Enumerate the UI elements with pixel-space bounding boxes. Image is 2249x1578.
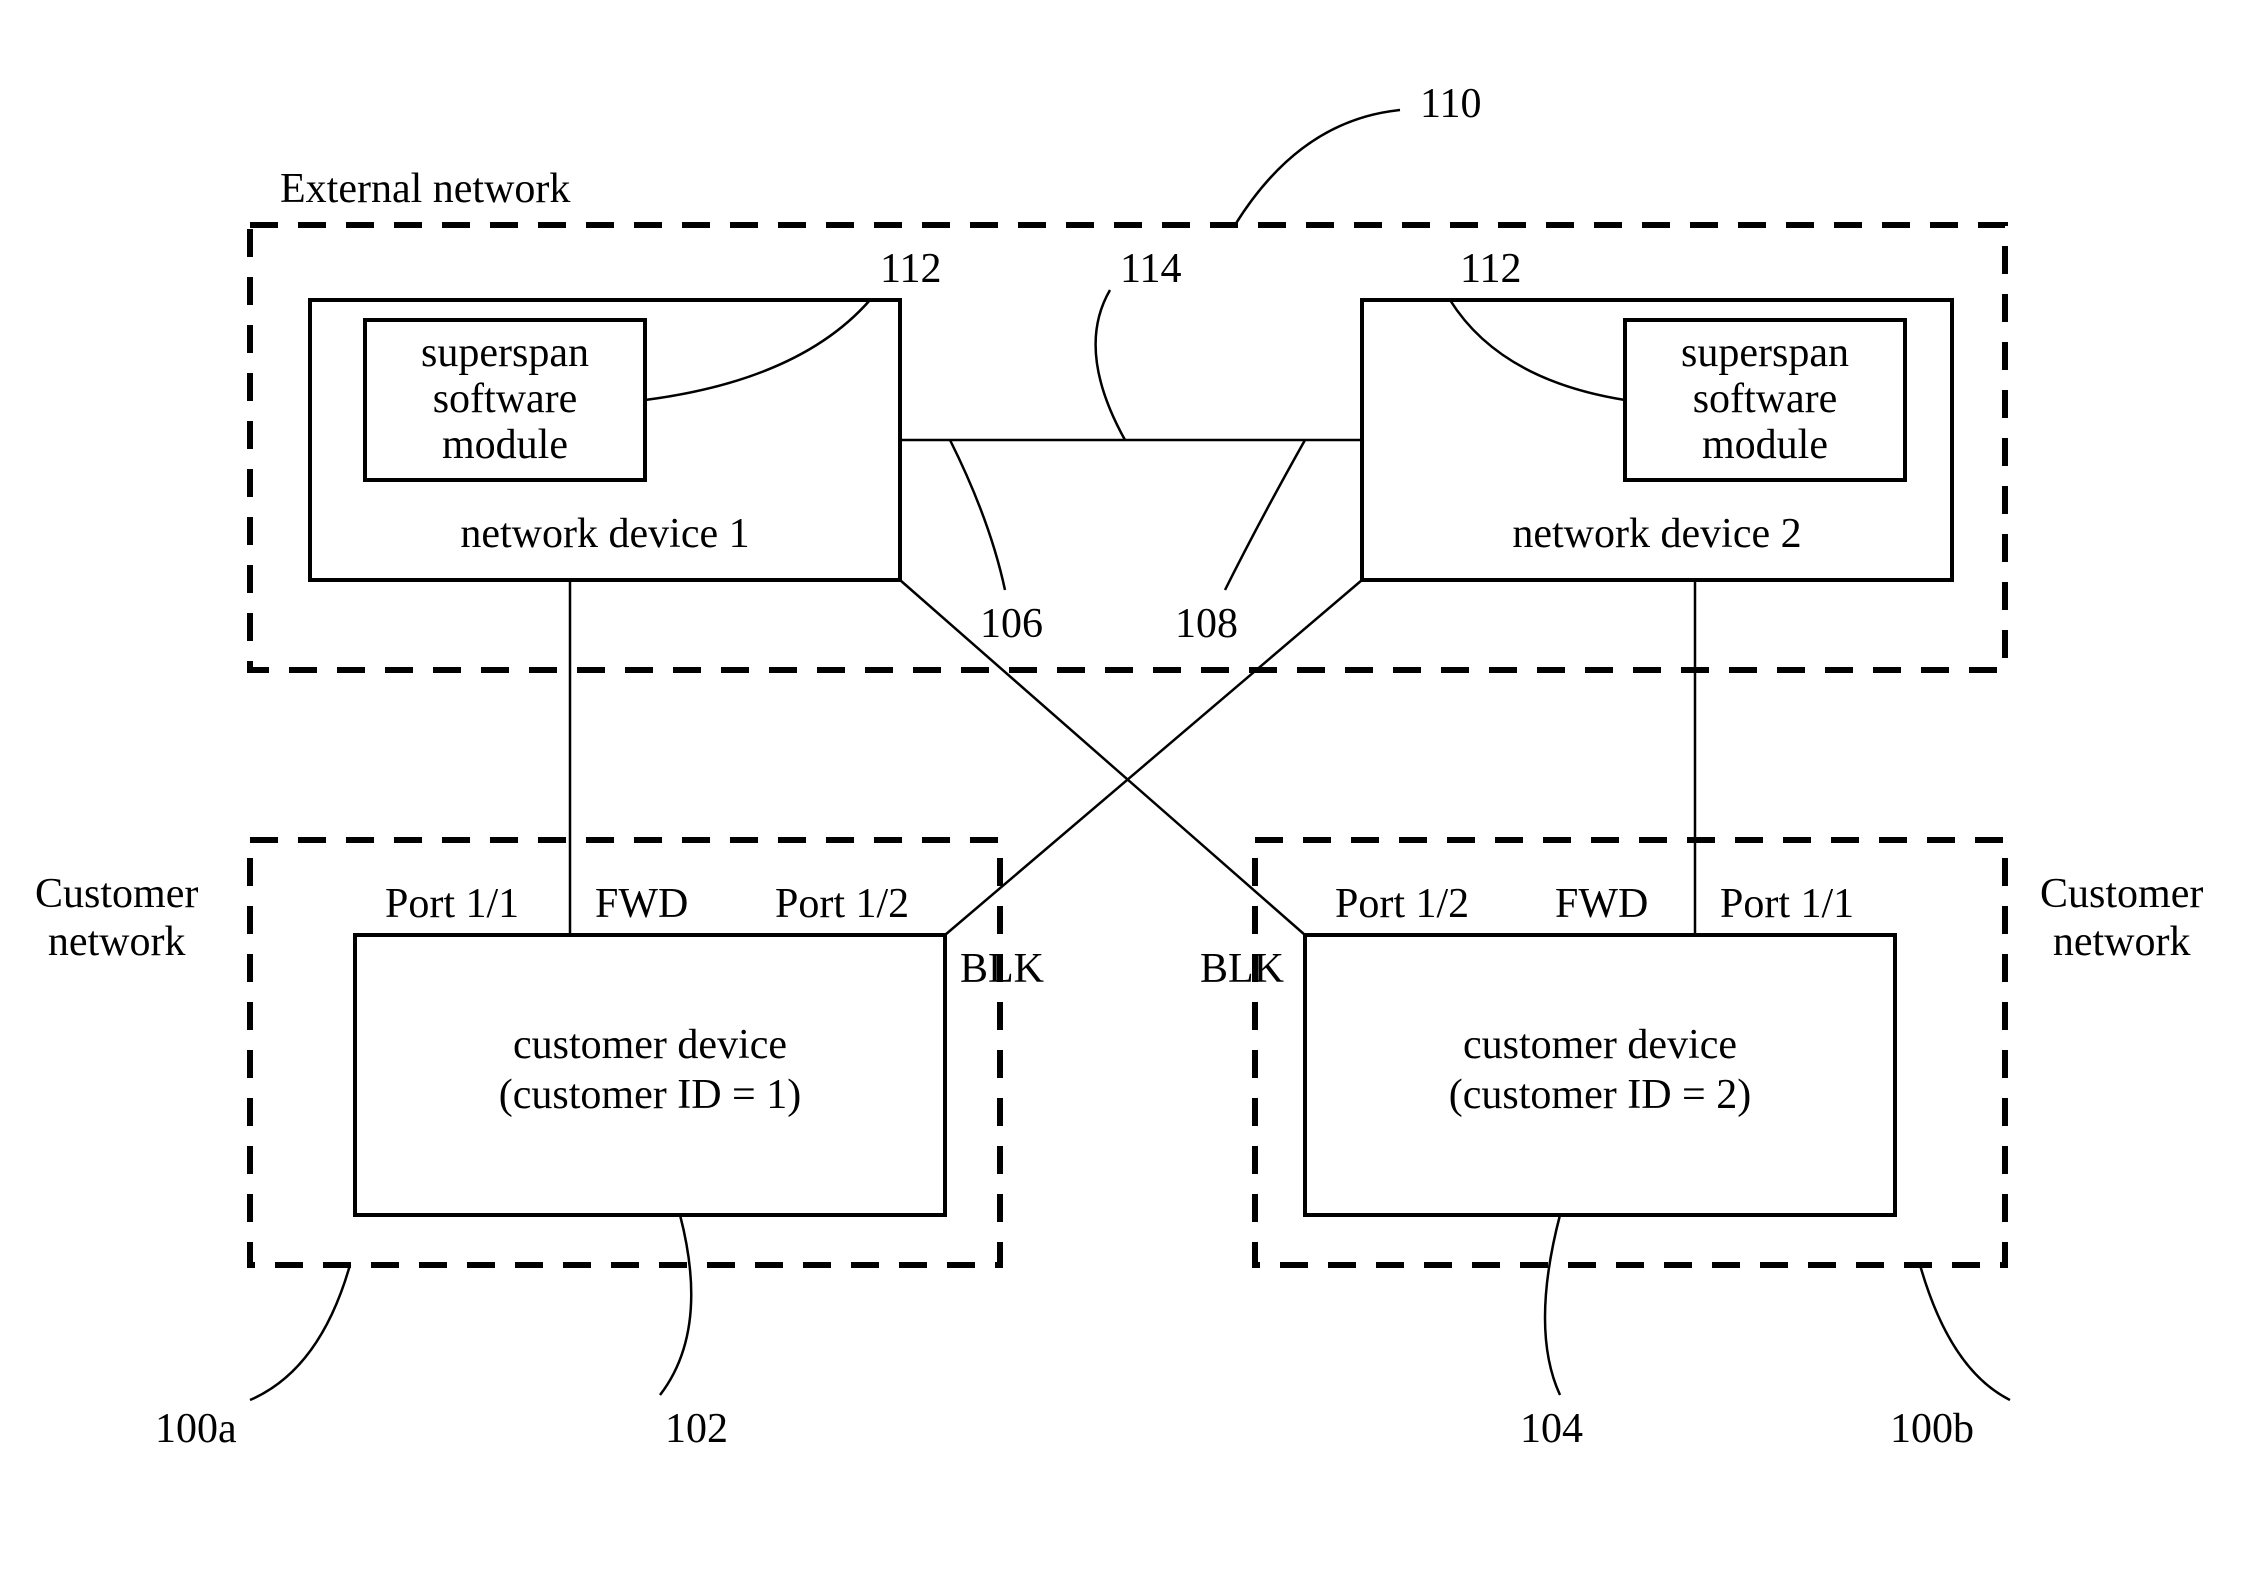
link-nd1-cust2 xyxy=(900,580,1305,935)
ref-104-label: 104 xyxy=(1520,1405,1583,1453)
port-1-2-right-label: Port 1/2 xyxy=(1335,880,1469,928)
fwd-right-label: FWD xyxy=(1555,880,1648,928)
network-device-2-label: network device 2 xyxy=(1362,510,1952,558)
ref-100b-label: 100b xyxy=(1890,1405,1974,1453)
fwd-left-label: FWD xyxy=(595,880,688,928)
customer-device-2-label: customer device (customer ID = 2) xyxy=(1305,1020,1895,1121)
ref-114-label: 114 xyxy=(1120,245,1181,293)
port-1-1-left-label: Port 1/1 xyxy=(385,880,519,928)
blk-right-label: BLK xyxy=(1200,945,1284,993)
ref-100a-label: 100a xyxy=(155,1405,237,1453)
external-network-label: External network xyxy=(280,165,570,213)
network-device-1-label: network device 1 xyxy=(310,510,900,558)
leader-108 xyxy=(1225,440,1305,590)
leader-102 xyxy=(660,1215,691,1395)
leader-100a xyxy=(250,1265,350,1400)
customer-device-1-label: customer device (customer ID = 1) xyxy=(355,1020,945,1121)
ref-102-label: 102 xyxy=(665,1405,728,1453)
leader-110 xyxy=(1235,110,1400,225)
customer-network-left-label: Customer network xyxy=(35,870,198,967)
customer-network-right-label: Customer network xyxy=(2040,870,2203,967)
leader-100b xyxy=(1920,1265,2010,1400)
ref-108-label: 108 xyxy=(1175,600,1238,648)
leader-114 xyxy=(1096,290,1125,440)
ref-112-right-label: 112 xyxy=(1460,245,1521,293)
ref-106-label: 106 xyxy=(980,600,1043,648)
port-1-2-left-label: Port 1/2 xyxy=(775,880,909,928)
port-1-1-right-label: Port 1/1 xyxy=(1720,880,1854,928)
superspan-2-label: superspan software module xyxy=(1625,330,1905,469)
blk-left-label: BLK xyxy=(960,945,1044,993)
superspan-1-label: superspan software module xyxy=(365,330,645,469)
leader-106 xyxy=(950,440,1005,590)
ref-112-left-label: 112 xyxy=(880,245,941,293)
leader-112-left xyxy=(645,300,870,400)
ref-110-label: 110 xyxy=(1420,80,1481,128)
leader-104 xyxy=(1545,1215,1560,1395)
leader-112-right xyxy=(1450,300,1625,400)
